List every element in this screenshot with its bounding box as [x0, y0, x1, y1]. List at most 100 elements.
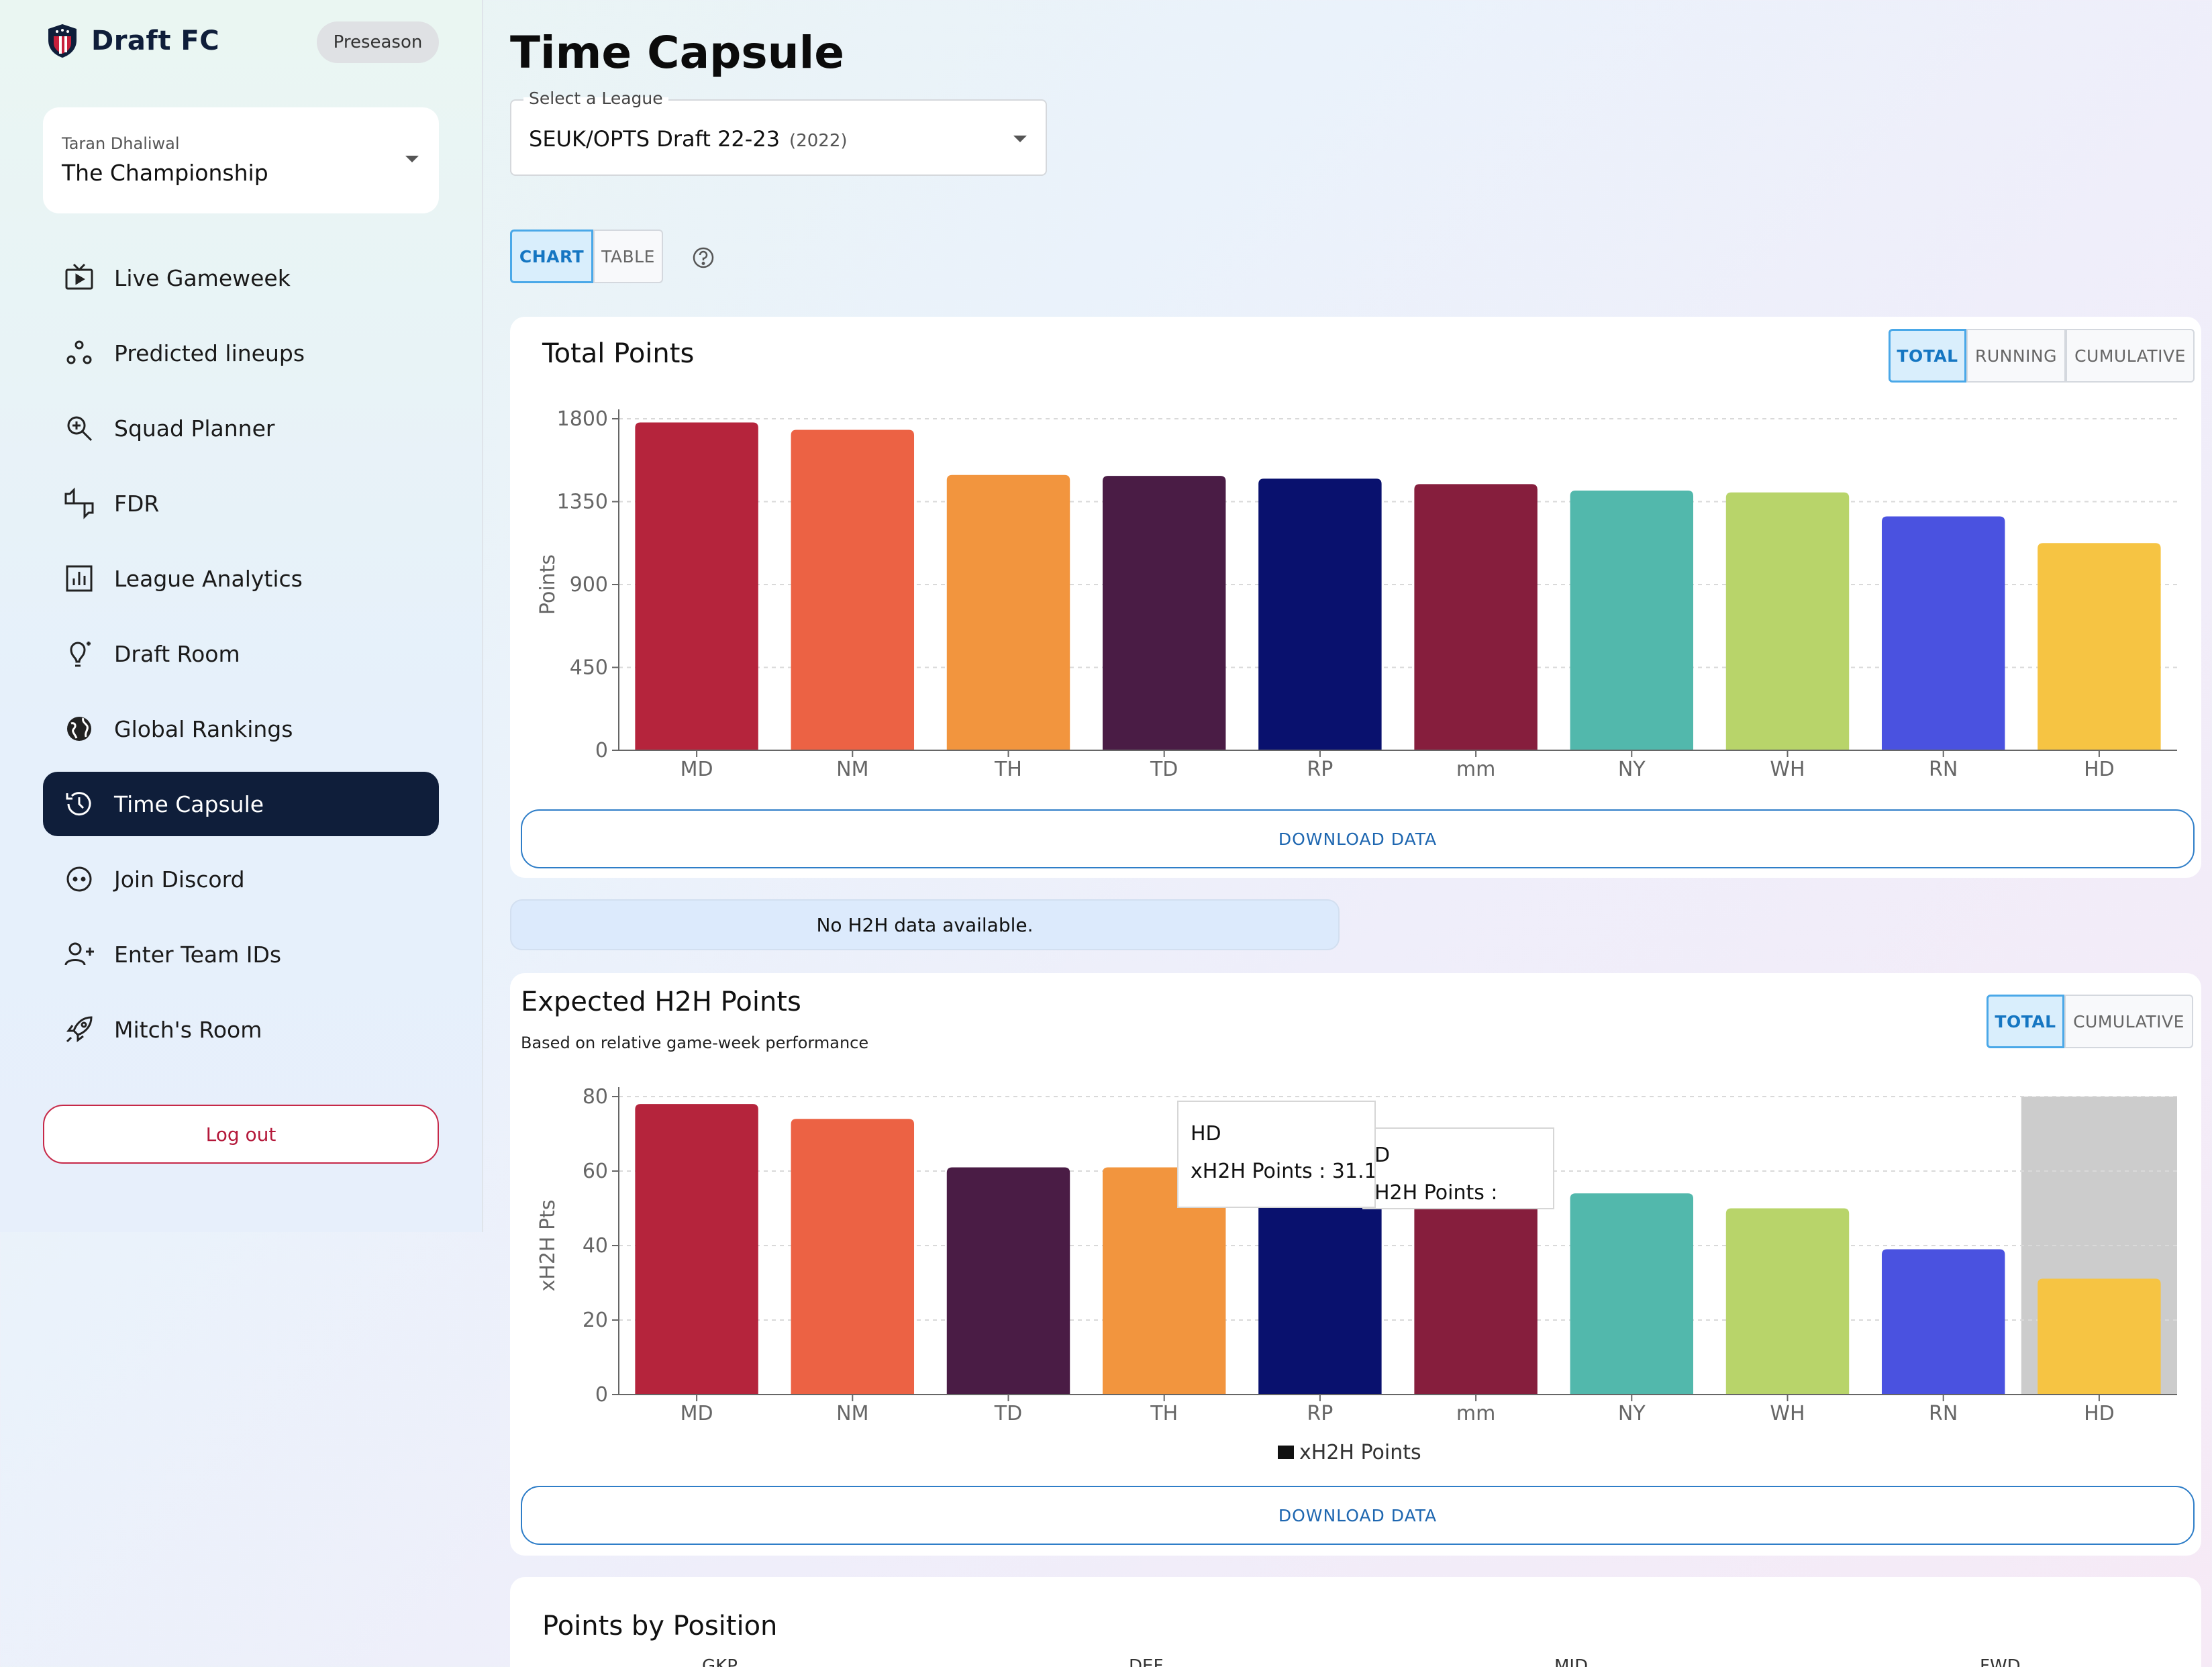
bar-TD[interactable]: [946, 1167, 1070, 1395]
league-owner: Taran Dhaliwal: [62, 134, 180, 153]
nav-item-fdr[interactable]: FDR: [43, 471, 439, 536]
y-tick-label: 450: [570, 656, 608, 680]
bar-HD[interactable]: [2038, 543, 2161, 750]
nav-item-enter-team-ids[interactable]: Enter Team IDs: [43, 922, 439, 987]
nav-item-predicted-lineups[interactable]: Predicted lineups: [43, 321, 439, 385]
league-select-value: SEUK/OPTS Draft 22-23: [529, 126, 781, 152]
nav-item-league-analytics[interactable]: League Analytics: [43, 546, 439, 611]
nav-item-join-discord[interactable]: Join Discord: [43, 847, 439, 911]
nav-label: Draft Room: [114, 640, 240, 667]
lineup-icon: [66, 340, 92, 364]
position-header-mid: MID: [1554, 1656, 1589, 1667]
download-total-points-button[interactable]: DOWNLOAD DATA: [521, 809, 2195, 868]
cumulative-mode-button[interactable]: CUMULATIVE: [2066, 329, 2195, 383]
y-tick-label: 20: [583, 1309, 608, 1332]
y-tick-label: 0: [595, 739, 608, 762]
bar-TH[interactable]: [1102, 1167, 1226, 1395]
bar-WH[interactable]: [1725, 492, 1850, 750]
tooltip-team: HD: [1191, 1122, 1221, 1146]
nav-item-mitchs-room[interactable]: Mitch's Room: [43, 997, 439, 1062]
expected-h2h-card: Expected H2H Points Based on relative ga…: [510, 973, 2201, 1556]
total-points-mode-toggle: TOTAL RUNNING CUMULATIVE: [1889, 329, 2195, 383]
discord-icon: [66, 866, 92, 892]
bar-NM[interactable]: [791, 430, 915, 750]
bar-TD[interactable]: [1102, 476, 1226, 750]
y-tick-label: 0: [595, 1383, 608, 1407]
bar-mm[interactable]: [1414, 1201, 1538, 1395]
tv-play-icon: [65, 263, 93, 290]
chart-view-button[interactable]: CHART: [510, 230, 593, 283]
bar-HD[interactable]: [2038, 1278, 2161, 1395]
history-icon: [66, 792, 91, 816]
nav-label: League Analytics: [114, 565, 303, 592]
globe-icon: [67, 717, 91, 741]
expected-h2h-mode-toggle: TOTAL CUMULATIVE: [1987, 995, 2193, 1048]
y-tick-label: 60: [583, 1160, 608, 1183]
bar-TH[interactable]: [946, 474, 1070, 750]
bar-mm[interactable]: [1414, 484, 1538, 750]
x-tick-label: WH: [1770, 758, 1805, 781]
x-tick-label: TH: [994, 758, 1022, 781]
thumbs-icon: [64, 487, 94, 519]
download-expected-h2h-button[interactable]: DOWNLOAD DATA: [521, 1486, 2195, 1545]
bar-RN[interactable]: [1881, 516, 2005, 750]
league-select[interactable]: SEUK/OPTS Draft 22-23 (2022): [510, 99, 1047, 176]
chart-tooltip: HD xH2H Points : 31.11: [1177, 1101, 1376, 1208]
position-header-def: DEF: [1129, 1656, 1164, 1667]
bar-WH[interactable]: [1725, 1208, 1850, 1395]
bar-MD[interactable]: [635, 1104, 758, 1395]
x-tick-label: RP: [1307, 758, 1333, 781]
y-axis-label: Points: [536, 554, 560, 615]
total-mode-button[interactable]: TOTAL: [1987, 995, 2064, 1048]
bar-RP[interactable]: [1258, 478, 1382, 750]
brand-name: Draft FC: [91, 26, 220, 56]
bar-MD[interactable]: [635, 422, 758, 750]
bar-chart-icon: [66, 565, 93, 592]
nav-item-time-capsule[interactable]: Time Capsule: [43, 772, 439, 836]
bar-NY[interactable]: [1570, 491, 1694, 750]
x-tick-label: TD: [1150, 758, 1178, 781]
cumulative-mode-button[interactable]: CUMULATIVE: [2064, 995, 2193, 1048]
nav-label: FDR: [114, 490, 160, 517]
nav-item-live-gameweek[interactable]: Live Gameweek: [43, 246, 439, 310]
running-mode-button[interactable]: RUNNING: [1966, 329, 2066, 383]
x-tick-label: mm: [1456, 1402, 1495, 1425]
table-view-button[interactable]: TABLE: [593, 230, 663, 283]
nav-item-global-rankings[interactable]: Global Rankings: [43, 697, 439, 761]
league-name: The Championship: [62, 160, 268, 186]
bar-NY[interactable]: [1570, 1193, 1694, 1395]
league-select-year: (2022): [789, 131, 848, 151]
position-header-fwd: FWD: [1980, 1656, 2021, 1667]
user-plus-icon: [64, 942, 94, 966]
points-by-position-card: Points by Position GKP DEF MID FWD: [510, 1577, 2201, 1667]
total-points-chart: 0 450 900 1350 1800 Points MD NM TH TD RP mm NY WH RN H…: [536, 407, 2177, 781]
x-tick-label: WH: [1770, 1402, 1805, 1425]
bar-RN[interactable]: [1881, 1249, 2005, 1395]
league-switcher[interactable]: Taran Dhaliwal The Championship: [43, 107, 439, 213]
help-icon[interactable]: [691, 246, 715, 270]
bar-RP[interactable]: [1258, 1189, 1382, 1395]
nav-label: Live Gameweek: [114, 264, 291, 291]
expected-h2h-title: Expected H2H Points: [521, 987, 801, 1017]
rocket-icon: [66, 1016, 93, 1043]
search-zoom-icon: [67, 416, 93, 442]
sidebar: Draft FC Preseason Taran Dhaliwal The Ch…: [0, 0, 483, 1232]
nav-item-squad-planner[interactable]: Squad Planner: [43, 396, 439, 460]
x-tick-label: HD: [2084, 1402, 2115, 1425]
brand[interactable]: Draft FC: [47, 23, 219, 59]
nav-item-draft-room[interactable]: Draft Room: [43, 621, 439, 686]
page-title: Time Capsule: [510, 27, 845, 79]
y-tick-label: 80: [583, 1085, 608, 1109]
total-mode-button[interactable]: TOTAL: [1889, 329, 1966, 383]
logout-button[interactable]: Log out: [43, 1105, 439, 1164]
x-tick-label: NM: [836, 1402, 868, 1425]
nav-label: Join Discord: [114, 866, 245, 893]
legend-swatch: [1278, 1446, 1294, 1459]
h2h-notice: No H2H data available.: [510, 899, 1340, 950]
x-tick-label: RP: [1307, 1402, 1333, 1425]
expected-h2h-chart: 0 20 40 60 80 xH2H Pts MD NM TD TH RP mm NY WH RN HD xH2…: [536, 1085, 2177, 1464]
bar-NM[interactable]: [791, 1119, 915, 1395]
position-header-gkp: GKP: [702, 1656, 738, 1667]
league-select-label: Select a League: [523, 89, 668, 108]
x-tick-label: HD: [2084, 758, 2115, 781]
